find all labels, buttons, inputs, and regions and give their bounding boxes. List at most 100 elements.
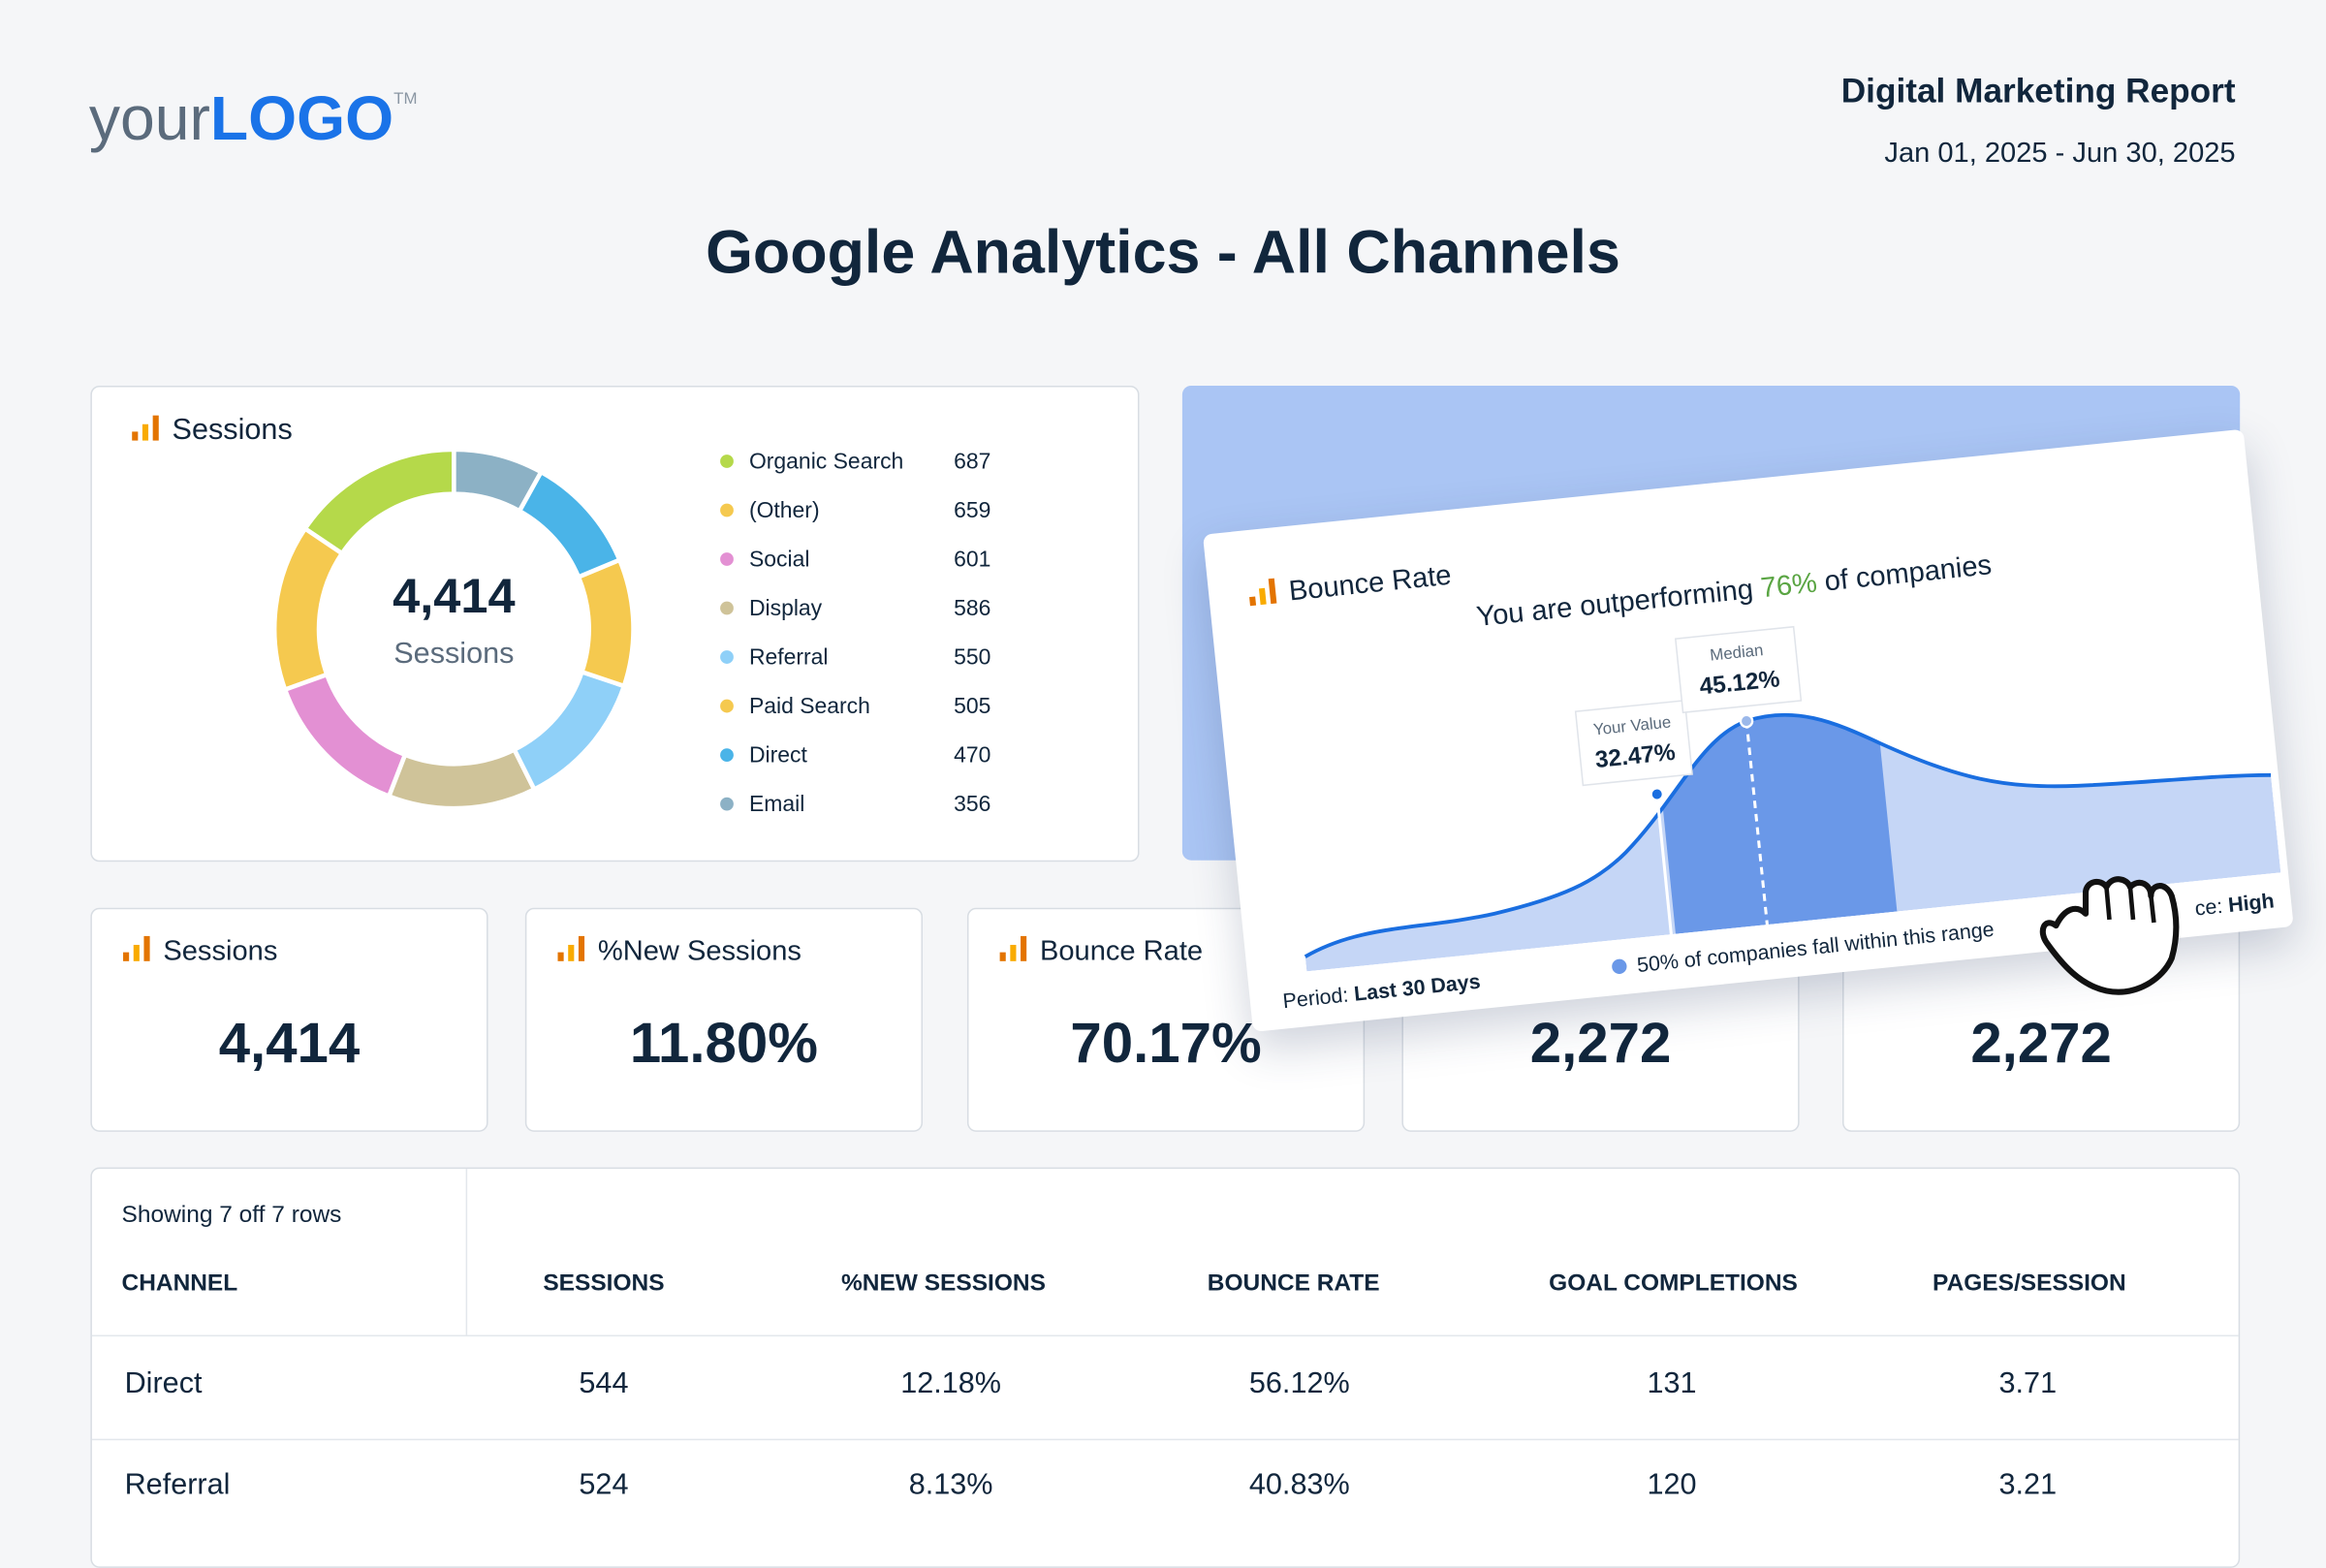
your-value-line (1655, 794, 1673, 935)
legend-name: Social (749, 547, 809, 572)
kpi-value: 2,272 (1529, 1013, 1672, 1076)
table-cell: 131 (1647, 1367, 1697, 1400)
logo-mark: TM (393, 90, 418, 109)
page-title: Google Analytics - All Channels (706, 217, 1620, 287)
logo-prefix: your (88, 82, 210, 153)
legend-value: 659 (954, 497, 990, 522)
table-cell: 3.21 (1998, 1468, 2058, 1501)
column-header: PAGES/SESSION (1933, 1270, 2126, 1297)
kpi-value: 2,272 (1970, 1013, 2112, 1076)
donut-segment (511, 669, 627, 793)
legend-dot (720, 797, 734, 811)
legend-dot (720, 552, 734, 566)
report: yourLOGOTM Digital Marketing Report Jan … (88, 71, 2294, 1568)
analytics-icon (999, 935, 1027, 961)
table-cell: 12.18% (900, 1367, 1002, 1400)
row-label: Referral (124, 1468, 231, 1501)
donut-total: 4,414 (393, 568, 515, 623)
kpi-label-text: Sessions (163, 935, 278, 967)
legend-value: 550 (954, 644, 990, 670)
donut-chart: 4,414 Sessions Organic Search 687 (Other) 6… (271, 447, 990, 816)
donut-segment (282, 672, 408, 800)
date-range: Jan 01, 2025 - Jun 30, 2025 (1884, 138, 2236, 170)
legend-name: (Other) (749, 497, 820, 522)
kpi-card: %New Sessions 11.80% (524, 907, 924, 1132)
legend-value: 601 (954, 547, 990, 572)
period: Period: Last 30 Days (1282, 970, 1482, 1014)
donut-segment (386, 746, 538, 811)
card-title: Bounce Rate (1246, 560, 1453, 613)
legend-dot (720, 748, 734, 762)
card-title-text: Sessions (172, 414, 293, 447)
confidence: ce: High (2194, 889, 2276, 920)
row-divider (91, 1334, 2239, 1337)
legend-dot (720, 699, 734, 713)
tooltip-box (1574, 699, 1693, 787)
legend-name: Display (749, 595, 823, 620)
your-value-dot (1650, 787, 1664, 801)
table-cell: 40.83% (1248, 1468, 1350, 1501)
kpi-label: %New Sessions (556, 935, 802, 969)
kpi-value: 11.80% (629, 1013, 818, 1076)
kpi-value: 70.17% (1070, 1013, 1262, 1076)
analytics-icon (123, 935, 150, 961)
tooltip-box (1674, 625, 1803, 714)
your-value-tooltip: Your Value 32.47% (1574, 699, 1693, 787)
legend-dot (720, 455, 734, 468)
confidence-value: High (2227, 889, 2276, 917)
distribution-chart: Your Value 32.47% Median 45.12% Period: … (1282, 625, 2281, 1014)
bounce-card: Bounce Rate You are outperforming 76% of… (1202, 428, 2294, 1032)
row-label: Direct (124, 1367, 203, 1400)
table-cell: 3.71 (1998, 1367, 2058, 1400)
legend-dot (720, 650, 734, 664)
median-line (1744, 720, 1769, 925)
analytics-icon (132, 415, 159, 441)
confidence-label: ce: (2194, 894, 2224, 921)
period-value: Last 30 Days (1353, 970, 1482, 1006)
column-header: %NEW SESSIONS (840, 1270, 1046, 1297)
legend-name: Direct (749, 742, 808, 768)
table-caption: Showing 7 off 7 rows (121, 1203, 342, 1229)
column-header: CHANNEL (121, 1270, 238, 1297)
legend-value: 687 (954, 449, 990, 474)
legend-value: 505 (954, 693, 990, 718)
card-title: Sessions (131, 414, 293, 448)
hand-cursor (2039, 876, 2180, 995)
donut-segment (575, 556, 636, 689)
legend-value: 470 (954, 742, 990, 768)
logo-brand: LOGO (209, 82, 394, 153)
analytics-icon (1249, 578, 1277, 607)
column-divider (465, 1169, 468, 1335)
column-header: SESSIONS (543, 1270, 665, 1297)
page: yourLOGOTM Digital Marketing Report Jan … (88, 71, 2294, 1568)
median-tooltip: Median 45.12% (1674, 625, 1803, 714)
legend-name: Organic Search (749, 449, 903, 474)
report-title: Digital Marketing Report (1840, 71, 2236, 110)
table-card (90, 1167, 2241, 1568)
kpi-label-text: Bounce Rate (1039, 935, 1204, 967)
kpi-card: Sessions 4,414 (90, 907, 488, 1132)
row-divider (91, 1438, 2239, 1441)
column-header: BOUNCE RATE (1207, 1270, 1380, 1297)
donut-total-label: Sessions (393, 637, 514, 670)
table-cell: 120 (1647, 1468, 1697, 1501)
kpi-label-text: %New Sessions (597, 935, 802, 967)
legend-dot (720, 601, 734, 615)
kpi-label: Sessions (122, 935, 278, 969)
table-cell: 8.13% (908, 1468, 993, 1501)
table-cell: 524 (579, 1468, 629, 1501)
table-cell: 56.12% (1248, 1367, 1350, 1400)
range-legend-dot (1612, 958, 1627, 974)
legend-value: 586 (954, 595, 990, 620)
legend-name: Email (749, 791, 804, 816)
donut-segment (301, 447, 456, 557)
legend-dot (720, 503, 734, 517)
analytics-icon (557, 935, 585, 961)
legend-name: Paid Search (749, 693, 870, 718)
table-cell: 544 (579, 1367, 629, 1400)
kpi-label: Bounce Rate (998, 935, 1204, 969)
logo: yourLOGOTM (89, 83, 418, 154)
column-header: GOAL COMPLETIONS (1549, 1270, 1798, 1297)
legend-name: Referral (749, 644, 829, 670)
donut-segment (452, 447, 545, 515)
